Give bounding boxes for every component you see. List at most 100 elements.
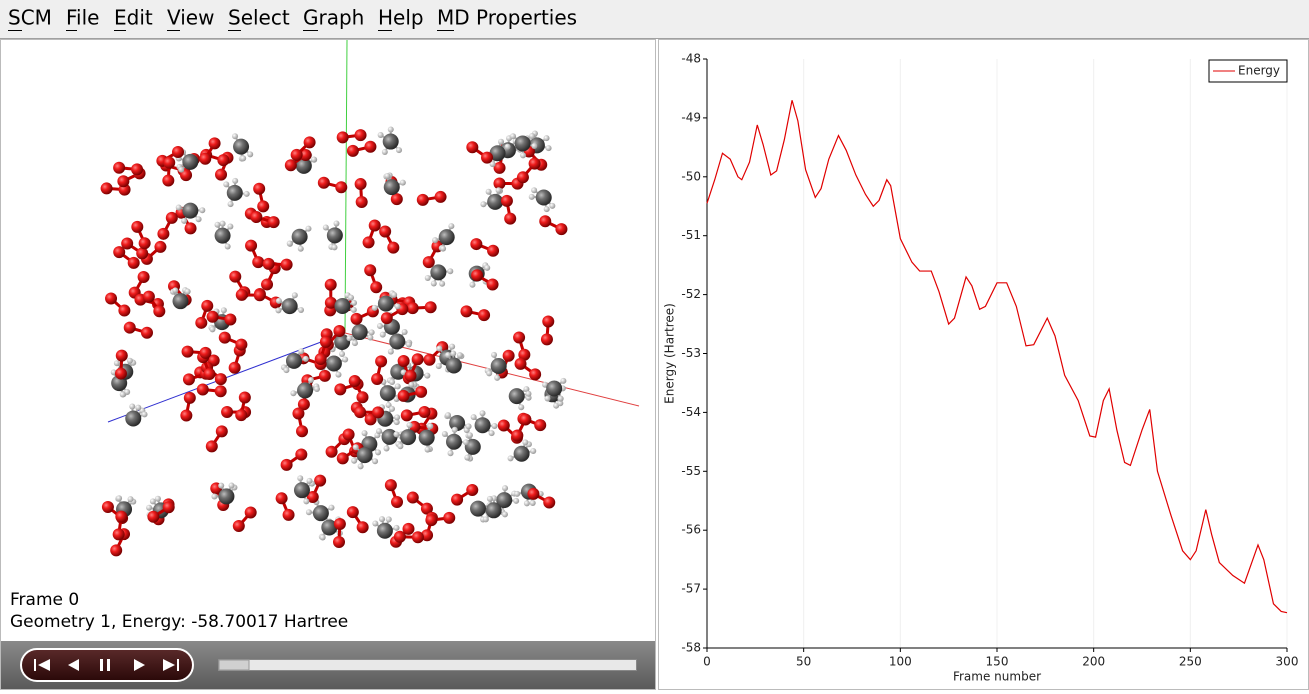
menu-item[interactable]: Select — [228, 6, 290, 30]
hydrogen-atom — [546, 145, 552, 151]
hydrogen-atom — [424, 373, 430, 379]
hydrogen-atom — [287, 241, 293, 247]
carbon-atom — [313, 505, 329, 521]
hydrogen-atom — [431, 280, 437, 286]
oxygen-atom — [221, 406, 233, 418]
oxygen-atom — [281, 459, 293, 471]
hydrogen-atom — [466, 423, 472, 429]
hydrogen-atom — [247, 151, 253, 157]
hydrogen-atom — [372, 305, 378, 311]
oxygen-atom — [513, 331, 525, 343]
oxygen-atom — [435, 191, 447, 203]
oxygen-atom — [347, 145, 359, 157]
graph-panel — [659, 40, 1309, 690]
oxygen-atom — [355, 129, 367, 141]
oxygen-atom — [443, 512, 455, 524]
oxygen-atom — [200, 347, 212, 359]
menu-item[interactable]: Edit — [114, 6, 153, 30]
hydrogen-atom — [425, 275, 431, 281]
hydrogen-atom — [306, 509, 312, 515]
hydrogen-atom — [480, 410, 486, 416]
geometry-label: Geometry 1, Energy: -58.70017 Hartree — [10, 612, 348, 632]
oxygen-atom — [541, 333, 553, 345]
hydrogen-atom — [275, 307, 281, 313]
hydrogen-atom — [225, 243, 231, 249]
hydrogen-atom — [514, 491, 520, 497]
oxygen-atom — [470, 238, 482, 250]
hydrogen-atom — [432, 237, 438, 243]
carbon-atom — [509, 388, 525, 404]
oxygen-atom — [215, 373, 227, 385]
oxygen-atom — [405, 370, 417, 382]
hydrogen-atom — [227, 224, 233, 230]
oxygen-atom — [471, 269, 483, 281]
oxygen-atom — [326, 446, 338, 458]
hydrogen-atom — [389, 379, 395, 385]
hydrogen-atom — [303, 356, 309, 362]
oxygen-atom — [543, 496, 555, 508]
oxygen-atom — [529, 158, 541, 170]
hydrogen-atom — [524, 500, 530, 506]
hydrogen-atom — [303, 498, 309, 504]
menu-item[interactable]: Graph — [303, 6, 364, 30]
hydrogen-atom — [427, 423, 433, 429]
hydrogen-atom — [520, 152, 526, 158]
oxygen-atom — [295, 449, 307, 461]
menu-item[interactable]: View — [167, 6, 214, 30]
oxygen-atom — [343, 429, 355, 441]
oxygen-atom — [478, 309, 490, 321]
hydrogen-atom — [375, 449, 381, 455]
hydrogen-atom — [128, 496, 134, 502]
carbon-atom — [286, 353, 302, 369]
hydrogen-atom — [351, 307, 357, 313]
oxygen-atom — [199, 153, 211, 165]
menu-item[interactable]: SCM — [8, 6, 52, 30]
hydrogen-atom — [372, 458, 378, 464]
hydrogen-atom — [220, 221, 226, 227]
oxygen-atom — [206, 440, 218, 452]
oxygen-atom — [113, 528, 125, 540]
oxygen-atom — [229, 362, 241, 374]
slider-handle[interactable] — [219, 660, 249, 670]
oxygen-atom — [527, 488, 539, 500]
hydrogen-atom — [397, 443, 403, 449]
hydrogen-atom — [486, 189, 492, 195]
hydrogen-atom — [391, 292, 397, 298]
hydrogen-atom — [483, 516, 489, 522]
oxygen-atom — [110, 544, 122, 556]
oxygen-atom — [356, 196, 368, 208]
hydrogen-atom — [209, 326, 215, 332]
carbon-atom — [439, 229, 455, 245]
hydrogen-atom — [442, 431, 448, 437]
oxygen-atom — [136, 247, 148, 259]
oxygen-atom — [172, 146, 184, 158]
frame-slider[interactable] — [219, 660, 637, 671]
carbon-atom — [377, 523, 393, 539]
hydrogen-atom — [452, 427, 458, 433]
hydrogen-atom — [545, 395, 551, 401]
hydrogen-atom — [469, 282, 475, 288]
menu-item[interactable]: Help — [378, 6, 424, 30]
hydrogen-atom — [283, 367, 289, 373]
hydrogen-atom — [228, 201, 234, 207]
carbon-atom — [380, 385, 396, 401]
oxygen-atom — [163, 157, 175, 169]
oxygen-atom — [207, 311, 219, 323]
hydrogen-atom — [394, 525, 400, 531]
oxygen-atom — [131, 163, 143, 175]
hydrogen-atom — [486, 370, 492, 376]
menu-item[interactable]: MD Properties — [437, 6, 577, 30]
hydrogen-atom — [445, 412, 451, 418]
oxygen-atom — [401, 409, 413, 421]
y-tick-label: -51 — [681, 228, 701, 242]
carbon-atom — [389, 334, 405, 350]
oxygen-atom — [364, 141, 376, 153]
menu-item[interactable]: File — [66, 6, 99, 30]
hydrogen-atom — [298, 246, 304, 252]
carbon-atom — [514, 446, 530, 462]
oxygen-atom — [425, 514, 437, 526]
oxygen-atom — [371, 373, 383, 385]
oxygen-atom — [115, 368, 127, 380]
hydrogen-atom — [358, 463, 364, 469]
hydrogen-atom — [480, 201, 486, 207]
